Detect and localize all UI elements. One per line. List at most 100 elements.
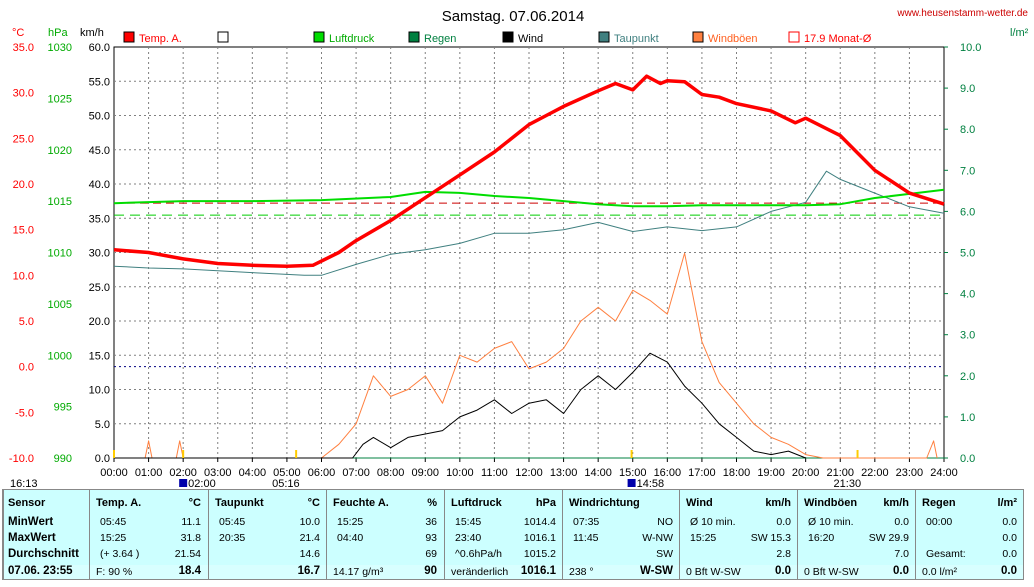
col-sensor: Sensor MinWert MaxWert Durchschnitt 07.0… (3, 490, 89, 579)
kmh-tick-label: 5.0 (95, 419, 110, 431)
hpa-tick-label: 1025 (48, 93, 72, 105)
footer-value: 18.4 (178, 565, 201, 577)
celsius-tick-label: 30.0 (13, 88, 34, 100)
hpa-tick-label: 1010 (48, 248, 72, 260)
cell-value: 0.0 (1002, 532, 1017, 544)
x-tick-label: 22:00 (861, 467, 889, 479)
x-tick-label: 20:00 (792, 467, 820, 479)
x-tick-label: 00:00 (100, 467, 128, 479)
cell-value: 11.1 (181, 516, 201, 528)
cell-value: 93 (425, 532, 437, 544)
kmh-tick-label: 40.0 (89, 179, 110, 191)
celsius-tick-label: 20.0 (13, 179, 34, 191)
hpa-tick-label: 995 (54, 402, 72, 414)
hpa-tick-label: 1000 (48, 350, 72, 362)
footer-label: 238 ° (569, 566, 594, 578)
col-taupunkt: Taupunkt °C 05:45 10.0 20:35 21.4 14.6 16.7 (208, 490, 326, 579)
col-unit: °C (307, 497, 320, 509)
celsius-tick-label: 10.0 (13, 270, 34, 282)
footer-value: W-SW (640, 565, 673, 577)
cell-value: 0.0 (1002, 516, 1017, 528)
rain-tick-label: 5.0 (960, 248, 975, 260)
series-line-tempa (113, 74, 945, 268)
sun-marker-label: 02:00 (188, 478, 216, 490)
cell-value: 0.0 (894, 516, 909, 528)
cell-value: 0.0 (1002, 548, 1017, 560)
cell-label: 23:40 (455, 532, 482, 544)
col-header: Wind (686, 497, 713, 509)
sun-marker-label: 21:30 (834, 478, 862, 490)
celsius-tick-label: -10.0 (9, 453, 34, 465)
celsius-tick-label: 15.0 (13, 225, 34, 237)
legend-label: Windböen (708, 33, 758, 45)
col-unit: °C (188, 497, 201, 509)
x-tick-label: 19:00 (757, 467, 785, 479)
cell-value: 1015.2 (523, 548, 556, 560)
legend-swatch (217, 31, 229, 43)
x-tick-label: 07:00 (342, 467, 370, 479)
rain-tick-label: 1.0 (960, 412, 975, 424)
cell-label: ^0.6hPa/h (455, 548, 502, 560)
cell-value: 31.8 (180, 532, 201, 544)
x-tick-label: 13:00 (550, 467, 578, 479)
footer-value: 0.0 (893, 565, 909, 577)
cell-value: 21.4 (299, 532, 320, 544)
x-tick-label: 24:00 (930, 467, 958, 479)
footer-value: 90 (424, 565, 437, 577)
cell-label: 04:40 (337, 532, 364, 544)
col-luftdruck: Luftdruck hPa 15:45 1014.4 23:40 1016.1 ^0.6hP… (444, 490, 562, 579)
hpa-tick-label: 1020 (48, 145, 72, 157)
kmh-tick-label: 30.0 (89, 248, 110, 260)
cell-label: 15:45 (455, 516, 482, 528)
sun-marker-label: 05:16 (272, 478, 300, 490)
footer-date: 07.06. 23:55 (8, 565, 73, 577)
x-tick-label: 21:00 (826, 467, 854, 479)
footer-value: 16.7 (297, 565, 320, 577)
x-tick-label: 02:00 (169, 467, 197, 479)
col-windrichtung: Windrichtung 07:35 NO 11:45 W-NW SW 238 ° W-SW (562, 490, 679, 579)
cell-label: Ø 10 min. (690, 516, 736, 528)
legend-swatch (502, 31, 514, 43)
rain-tick-label: 6.0 (960, 206, 975, 218)
x-tick-label: 23:00 (896, 467, 924, 479)
moon-icon (627, 479, 636, 487)
cell-label: 20:35 (219, 532, 246, 544)
x-tick-label: 17:00 (688, 467, 716, 479)
legend-swatch (123, 31, 135, 43)
series-line-wind (114, 352, 806, 459)
celsius-unit: °C (12, 27, 24, 39)
col-header: Taupunkt (215, 497, 264, 509)
legend-swatch (692, 31, 704, 43)
footer-value: 1016.1 (520, 565, 556, 577)
col-wind: Wind km/h Ø 10 min. 0.0 15:25 SW 15.3 2.8 0 Bft… (679, 490, 797, 579)
cell-label: 15:25 (690, 532, 717, 544)
col-unit: km/h (765, 497, 791, 509)
col-unit: l/m² (997, 497, 1017, 509)
footer-label: veränderlich (451, 566, 509, 578)
legend-label: Regen (424, 33, 456, 45)
footer-label: 14.17 g/m³ (333, 566, 384, 578)
sun-marker-label: 14:58 (637, 478, 665, 490)
cell-value: 1016.1 (523, 532, 556, 544)
legend-label: Taupunkt (614, 33, 659, 45)
kmh-tick-label: 25.0 (89, 282, 110, 294)
kmh-tick-label: 15.0 (89, 350, 110, 362)
table-footer-band (3, 565, 1023, 579)
kmh-tick-label: 10.0 (89, 385, 110, 397)
x-tick-label: 06:00 (308, 467, 336, 479)
cell-value: 2.8 (776, 548, 791, 560)
series-line-taupunkt (113, 170, 945, 276)
celsius-tick-label: 25.0 (13, 133, 34, 145)
cell-label: 15:25 (100, 532, 127, 544)
col-header: Sensor (8, 497, 46, 509)
sun-marker-label: 16:13 (10, 478, 38, 490)
kmh-tick-label: 55.0 (89, 76, 110, 88)
cell-label: 05:45 (100, 516, 127, 528)
cell-value: NO (657, 516, 673, 528)
col-header: Feuchte A. (333, 497, 389, 509)
hpa-tick-label: 1030 (48, 42, 72, 54)
legend-swatch (788, 31, 800, 43)
kmh-unit: km/h (80, 27, 104, 39)
legend-swatch (598, 31, 610, 43)
rain-tick-label: 4.0 (960, 289, 975, 301)
